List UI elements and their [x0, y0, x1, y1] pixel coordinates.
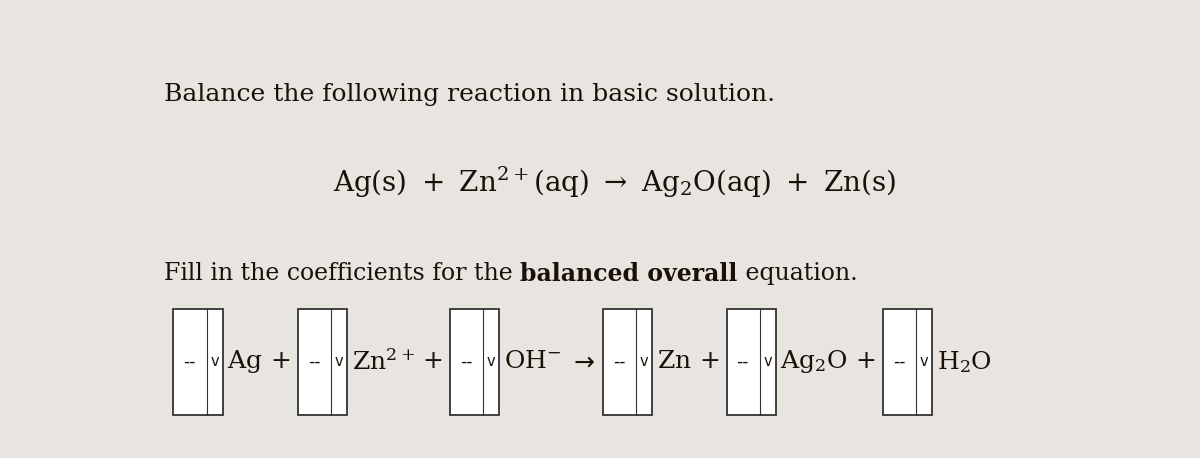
Text: --: -- [307, 353, 320, 371]
FancyBboxPatch shape [726, 309, 776, 414]
Text: $\mathregular{Ag_2O}$: $\mathregular{Ag_2O}$ [780, 348, 847, 375]
Text: v: v [920, 354, 929, 369]
Text: balanced overall: balanced overall [521, 262, 738, 286]
Text: $+$: $+$ [856, 350, 875, 373]
Text: --: -- [184, 353, 196, 371]
Text: v: v [210, 354, 218, 369]
Text: equation.: equation. [738, 262, 857, 285]
Text: $\rightarrow$: $\rightarrow$ [569, 350, 595, 373]
FancyBboxPatch shape [298, 309, 347, 414]
Text: $+$: $+$ [270, 350, 290, 373]
Text: $\mathregular{Zn}$: $\mathregular{Zn}$ [656, 350, 691, 373]
FancyBboxPatch shape [450, 309, 499, 414]
Text: Balance the following reaction in basic solution.: Balance the following reaction in basic … [164, 83, 775, 106]
Text: --: -- [460, 353, 473, 371]
Text: v: v [335, 354, 343, 369]
Text: $\mathregular{Ag(s)\ +\ Zn^{2+}(aq)\ \rightarrow\ Ag_2O(aq)\ +\ Zn(s)}$: $\mathregular{Ag(s)\ +\ Zn^{2+}(aq)\ \ri… [334, 164, 896, 200]
Text: $+$: $+$ [698, 350, 719, 373]
Text: $\mathregular{Ag}$: $\mathregular{Ag}$ [227, 348, 263, 375]
Text: v: v [763, 354, 773, 369]
Text: --: -- [737, 353, 749, 371]
Text: v: v [640, 354, 648, 369]
FancyBboxPatch shape [173, 309, 222, 414]
Text: $\mathregular{OH^{-}}$: $\mathregular{OH^{-}}$ [504, 350, 562, 373]
Text: --: -- [893, 353, 905, 371]
Text: $\mathregular{H_2O}$: $\mathregular{H_2O}$ [937, 349, 991, 375]
FancyBboxPatch shape [883, 309, 932, 414]
Text: $\mathregular{Zn^{2+}}$: $\mathregular{Zn^{2+}}$ [352, 349, 415, 375]
Text: $+$: $+$ [422, 350, 443, 373]
Text: v: v [487, 354, 496, 369]
FancyBboxPatch shape [602, 309, 652, 414]
Text: --: -- [613, 353, 625, 371]
Text: Fill in the coefficients for the: Fill in the coefficients for the [164, 262, 521, 285]
